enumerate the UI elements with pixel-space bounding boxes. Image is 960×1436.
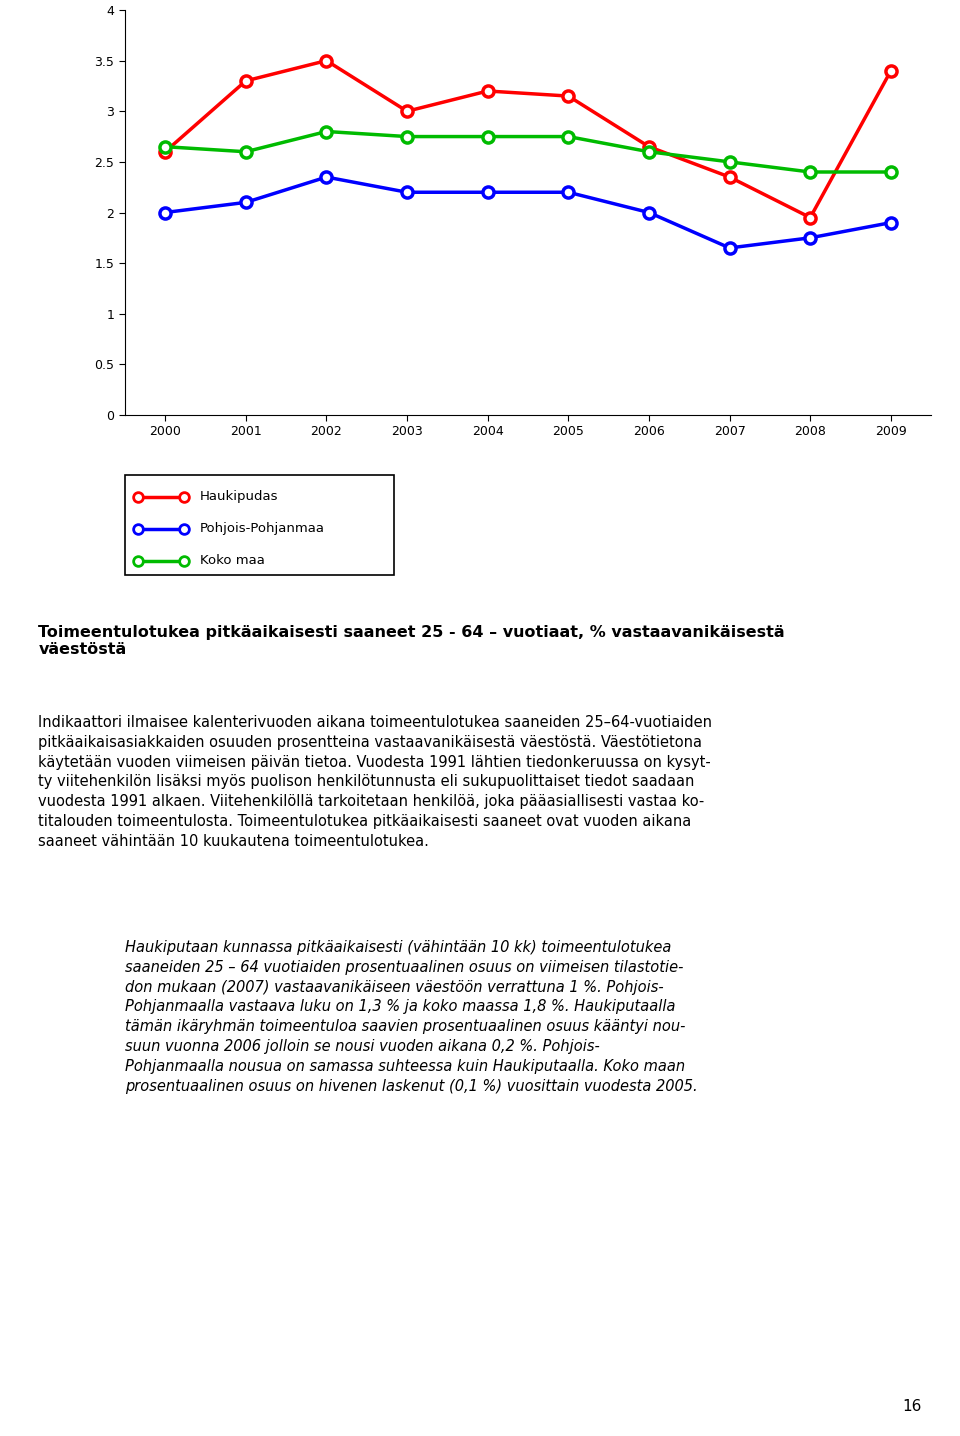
Text: Toimeentulotukea pitkäaikaisesti saaneet 25 - 64 – vuotiaat, % vastaavanikäisest: Toimeentulotukea pitkäaikaisesti saaneet…: [38, 625, 785, 658]
Text: Koko maa: Koko maa: [200, 554, 265, 567]
Text: Haukiputaan kunnassa pitkäaikaisesti (vähintään 10 kk) toimeentulotukea
saaneide: Haukiputaan kunnassa pitkäaikaisesti (vä…: [125, 941, 697, 1094]
Text: Pohjois-Pohjanmaa: Pohjois-Pohjanmaa: [200, 523, 325, 536]
Text: Haukipudas: Haukipudas: [200, 491, 278, 504]
Text: Toimeentulotukea pitkäaikaisesti saaneet 18-24 -vuotiaat, % vastaavanikäisestä v: Toimeentulotukea pitkäaikaisesti saaneet…: [125, 0, 655, 1]
Text: Indikaattori ilmaisee kalenterivuoden aikana toimeentulotukea saaneiden 25–64-vu: Indikaattori ilmaisee kalenterivuoden ai…: [38, 715, 712, 849]
Text: 16: 16: [902, 1400, 922, 1414]
